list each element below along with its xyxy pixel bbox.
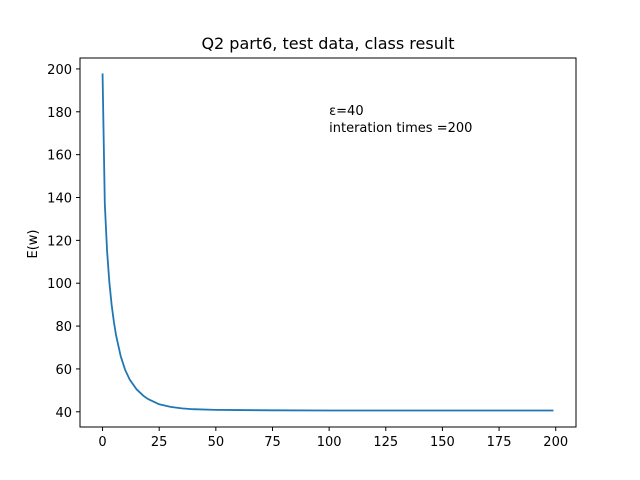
y-tick-label: 200: [47, 63, 72, 78]
y-tick-label: 100: [47, 277, 72, 292]
x-tick-label: 200: [543, 435, 568, 450]
x-tick-label: 75: [264, 435, 281, 450]
y-tick-label: 160: [47, 149, 72, 164]
y-tick-label: 140: [47, 192, 72, 207]
x-tick-label: 100: [317, 435, 342, 450]
plot-area: 0 25 50 75 100 125 150 175 200 40 60 80 100 120 140 160…: [47, 57, 577, 450]
y-tick-label: 60: [55, 363, 72, 378]
y-tick-label: 80: [55, 320, 72, 335]
x-tick-label: 50: [208, 435, 225, 450]
y-tick-label: 40: [55, 406, 72, 421]
annotation-text-0: ε=40: [329, 104, 363, 119]
y-tick-label: 180: [47, 106, 72, 121]
x-tick-label: 0: [98, 435, 106, 450]
x-tick-label: 175: [487, 435, 512, 450]
y-tick-label: 120: [47, 234, 72, 249]
series-line-0: [101, 73, 554, 412]
plot-frame: [79, 57, 577, 428]
x-tick-label: 150: [430, 435, 455, 450]
x-tick-label: 25: [151, 435, 168, 450]
x-tick-label: 125: [373, 435, 398, 450]
y-axis-label: E(w): [26, 230, 41, 259]
chart-title: Q2 part6, test data, class result: [201, 34, 454, 53]
annotation-text-1: interation times =200: [329, 121, 472, 136]
